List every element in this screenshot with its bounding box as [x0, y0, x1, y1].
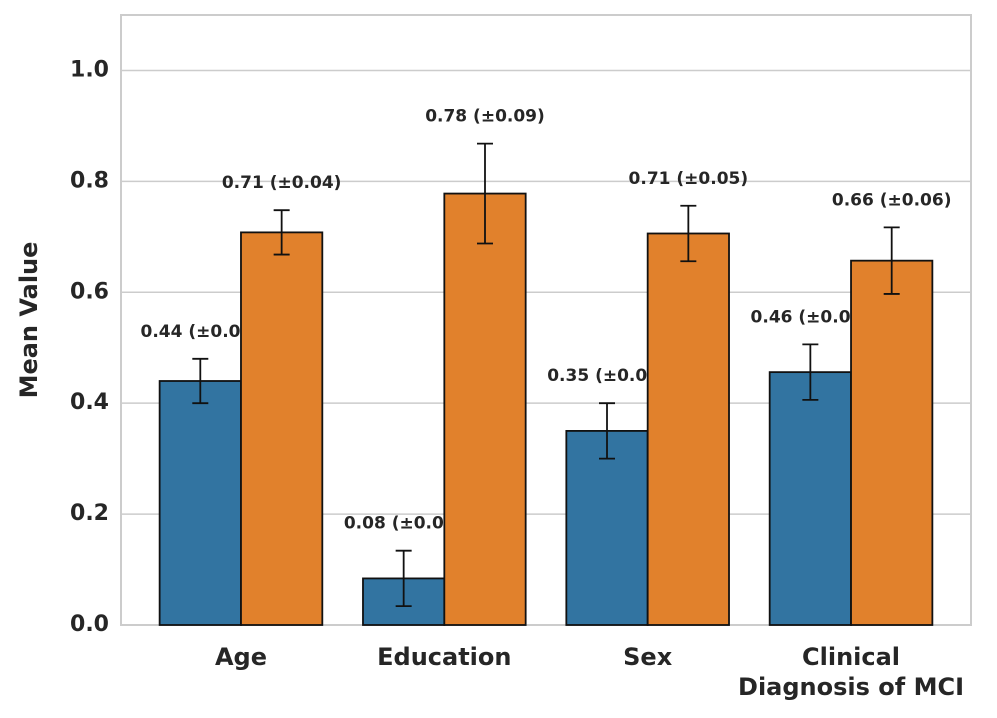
- bar: [443, 192, 527, 626]
- error-bar: [599, 402, 616, 460]
- error-bar: [802, 343, 819, 401]
- y-tick-label: 0.8: [70, 168, 109, 193]
- value-label: 0.35 (±0.05): [547, 366, 667, 386]
- value-label: 0.44 (±0.04): [141, 322, 261, 342]
- bar: [646, 232, 730, 626]
- y-tick-label: 0.0: [70, 612, 109, 637]
- y-tick-label: 0.4: [70, 390, 109, 415]
- value-label: 0.71 (±0.04): [222, 173, 342, 193]
- error-bar: [476, 142, 493, 245]
- x-tick-label: Clinical Diagnosis of MCI: [738, 643, 964, 701]
- value-label: 0.78 (±0.09): [425, 107, 545, 127]
- value-label: 0.46 (±0.05): [751, 307, 871, 327]
- x-tick-label: Education: [377, 643, 512, 671]
- bar: [240, 231, 324, 626]
- y-axis-label: Mean Value: [15, 242, 43, 399]
- error-bar: [192, 357, 209, 405]
- plot-frame: [120, 14, 972, 626]
- value-label: 0.66 (±0.06): [832, 190, 952, 210]
- y-tick-label: 0.2: [70, 501, 109, 526]
- error-bar: [680, 204, 697, 263]
- y-tick-label: 0.6: [70, 279, 109, 304]
- y-tick-label: 1.0: [70, 57, 109, 82]
- x-tick-label: Age: [214, 643, 267, 671]
- error-bar: [395, 549, 412, 608]
- bar: [158, 380, 242, 626]
- error-bar: [273, 209, 290, 256]
- x-tick-label: Sex: [623, 643, 673, 671]
- value-label: 0.08 (±0.05): [344, 514, 464, 534]
- error-bar: [883, 226, 900, 295]
- value-label: 0.71 (±0.05): [629, 169, 749, 189]
- bar: [565, 430, 649, 626]
- bar: [768, 371, 852, 626]
- bar: [850, 259, 934, 626]
